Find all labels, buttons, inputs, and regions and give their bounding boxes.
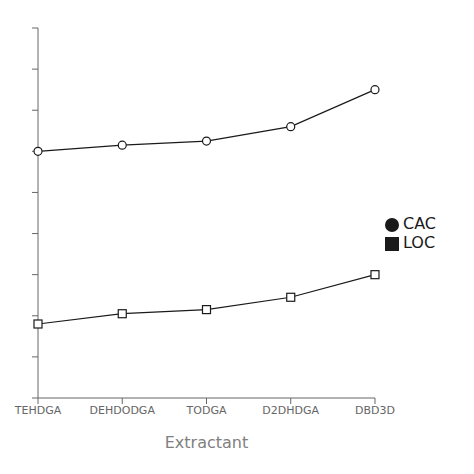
svg-text:DEHDODGA: DEHDODGA (90, 404, 156, 417)
svg-text:D2DHDGA: D2DHDGA (262, 404, 319, 417)
html-text:CAC: CAC (403, 214, 436, 233)
svg-text:DBD3D: DBD3D (355, 404, 395, 417)
html-text:LOC: LOC (403, 233, 436, 252)
svg-text:TODGA: TODGA (186, 404, 227, 417)
svg-text:Extractant: Extractant (165, 433, 249, 452)
svg-text:TEHDGA: TEHDGA (14, 404, 62, 417)
